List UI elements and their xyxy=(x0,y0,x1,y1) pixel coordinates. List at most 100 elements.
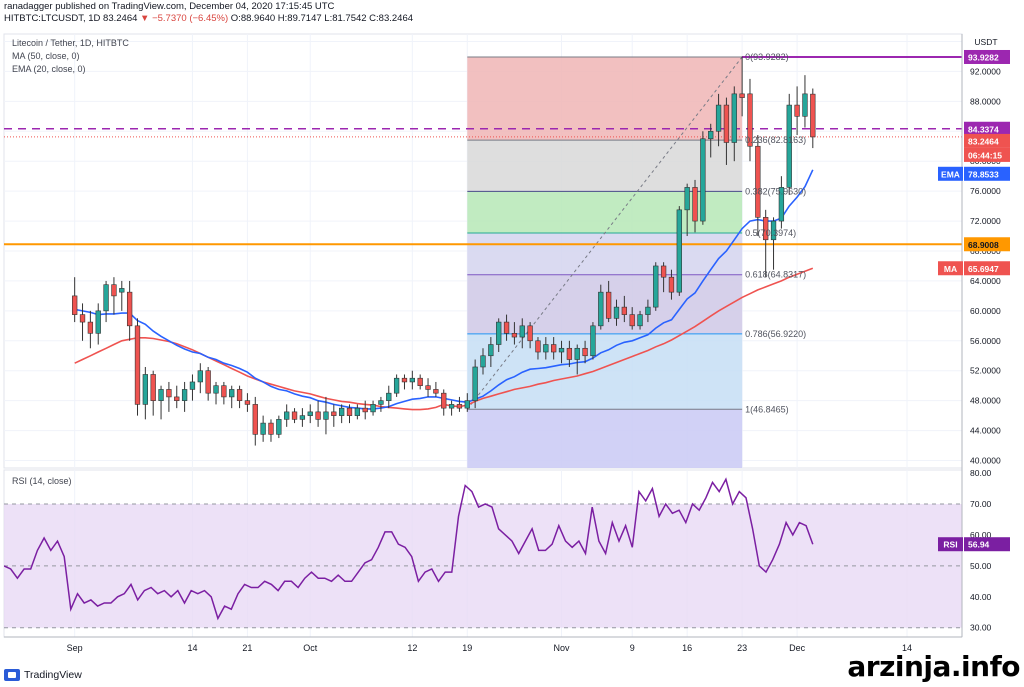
candle-body xyxy=(338,407,345,416)
support-badge xyxy=(964,237,1010,252)
candle-body xyxy=(213,385,219,394)
fib-label: 1(46.8465) xyxy=(745,404,789,414)
candle-body xyxy=(543,344,549,353)
countdown-badge xyxy=(964,147,1010,162)
rsi-axis[interactable]: 80.00 70.00 60.00 50.00 40.00 30.00 xyxy=(970,468,992,633)
candle-body xyxy=(370,404,376,413)
symbol-text: HITBTC:LTCUSDT, 1D 83.2464 xyxy=(4,13,138,24)
time-tick-label: 21 xyxy=(242,643,252,653)
price-tick-label: 60.0000 xyxy=(970,306,1001,316)
candle-body xyxy=(111,284,117,297)
candle-body xyxy=(174,396,180,401)
candle-body xyxy=(747,93,753,147)
rsi-badge-tag xyxy=(938,537,963,552)
candle-body xyxy=(645,306,651,315)
candle-body xyxy=(605,291,612,319)
candle-body xyxy=(810,93,816,138)
rsi-legend[interactable]: RSI (14, close) xyxy=(12,476,72,486)
watermark-logo: arzinja.info xyxy=(847,650,1020,683)
price-tick-label: 88.0000 xyxy=(970,96,1001,106)
candle-body xyxy=(582,347,588,357)
candle-body xyxy=(103,284,109,312)
candle-body xyxy=(417,377,423,386)
candle-body xyxy=(621,306,628,315)
horizontal-lines[interactable] xyxy=(4,55,962,246)
candle-body xyxy=(464,400,470,409)
ohlc-text: O:88.9640 H:89.7147 L:81.7542 C:83.2464 xyxy=(230,13,414,24)
candle-body xyxy=(755,145,761,218)
candle-body xyxy=(551,344,557,353)
ema-badge-tag-text: EMA xyxy=(941,169,960,179)
rsi-badge xyxy=(964,537,1010,552)
currency-label: USDT xyxy=(974,37,997,47)
time-tick-label: 12 xyxy=(407,643,417,653)
candle-body xyxy=(362,407,368,413)
candle-body xyxy=(739,93,745,98)
candle-body xyxy=(260,422,266,435)
candle-body xyxy=(708,130,714,140)
candle-body xyxy=(378,400,384,405)
fib-label: 0.786(56.9220) xyxy=(745,329,806,339)
candle-body xyxy=(307,411,313,416)
candles xyxy=(72,56,816,446)
candle-body xyxy=(244,400,251,405)
candle-body xyxy=(676,209,682,293)
candle-body xyxy=(236,389,243,401)
fib-label: 0.236(82.8163) xyxy=(745,135,806,145)
publisher-line: ranadagger published on TradingView.com,… xyxy=(4,1,335,12)
price-badges: 93.9282 84.3374 83.2464 06:44:15 EMA 78.8533 6… xyxy=(938,49,1010,552)
candle-body xyxy=(456,404,463,409)
candle-body xyxy=(684,187,690,211)
time-tick-label: 16 xyxy=(682,643,692,653)
candle-body xyxy=(386,392,392,401)
rsi-indicator xyxy=(4,477,962,629)
dash-line-badge xyxy=(964,121,1010,136)
candle-body xyxy=(95,310,101,334)
fib-zone xyxy=(467,274,743,334)
fib-labels: 0(93.9282) 0.236(82.8163) 0.382(75.9630) 0.… xyxy=(745,52,806,414)
candle-body xyxy=(496,321,502,345)
candle-body xyxy=(590,325,596,357)
tradingview-logo[interactable]: TradingView xyxy=(4,669,82,681)
candle-body xyxy=(660,265,667,278)
time-tick-label: 14 xyxy=(187,643,197,653)
candle-body xyxy=(166,389,172,398)
candle-body xyxy=(574,347,580,360)
candle-body xyxy=(87,321,94,334)
candle-body xyxy=(284,411,290,420)
candle-body xyxy=(433,389,439,394)
fib-label: 0.618(64.8317) xyxy=(745,270,806,280)
fib-retracement[interactable] xyxy=(466,56,743,468)
time-tick-label: 23 xyxy=(737,643,747,653)
tradingview-icon xyxy=(4,669,20,681)
fib-trend-line xyxy=(466,56,743,410)
last-price-badge xyxy=(964,133,1010,148)
candle-body xyxy=(700,138,706,222)
price-tick-label: 44.0000 xyxy=(970,426,1001,436)
candle-body xyxy=(315,411,321,420)
ma-legend[interactable]: MA (50, close, 0) xyxy=(12,51,80,61)
price-tick-label: 56.0000 xyxy=(970,336,1001,346)
chart-title: Litecoin / Tether, 1D, HITBTC xyxy=(12,38,129,48)
candle-body xyxy=(558,347,565,353)
ema-badge xyxy=(964,166,1010,181)
price-tick-label: 64.0000 xyxy=(970,276,1001,286)
candle-body xyxy=(134,325,141,405)
rsi-tick-label: 80.00 xyxy=(970,468,992,478)
rsi-tick-label: 30.00 xyxy=(970,623,992,633)
ema-legend[interactable]: EMA (20, close, 0) xyxy=(12,64,86,74)
candle-body xyxy=(480,355,486,368)
top-line-badge xyxy=(964,49,1010,64)
candle-body xyxy=(668,276,675,293)
candle-body xyxy=(331,411,337,416)
time-axis[interactable]: Sep 14 21 Oct 12 19 Nov 9 16 23 Dec 14 xyxy=(4,636,962,653)
fib-zone xyxy=(467,409,743,468)
rsi-band xyxy=(4,504,962,628)
time-tick-label: 14 xyxy=(902,643,912,653)
change-text: ▼ −5.7370 (−6.45%) xyxy=(140,13,229,24)
time-tick-label: 19 xyxy=(462,643,472,653)
fib-zone xyxy=(467,233,743,275)
candle-body xyxy=(802,93,808,117)
candle-body xyxy=(425,385,431,390)
